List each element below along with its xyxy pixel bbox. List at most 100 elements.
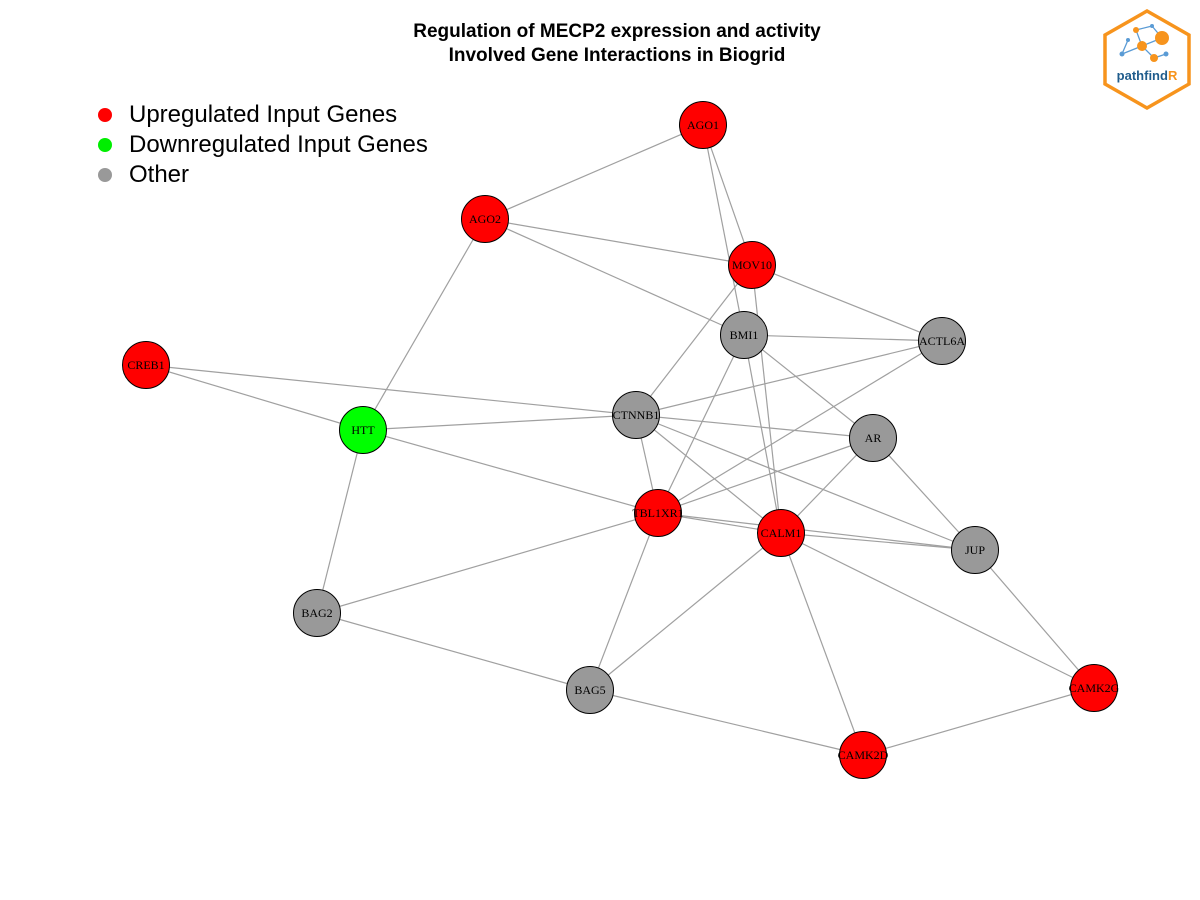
node-jup: JUP [951, 526, 999, 574]
node-label-ago2: AGO2 [469, 212, 501, 226]
node-label-ctnnb1: CTNNB1 [613, 408, 660, 422]
edge-ctnnb1-jup [635, 414, 976, 551]
legend-dot-other [98, 168, 112, 182]
edge-calm1-bag5 [589, 532, 782, 691]
node-ctnnb1: CTNNB1 [612, 391, 660, 439]
edge-actl6a-ctnnb1 [635, 340, 943, 416]
node-ago2: AGO2 [461, 195, 509, 243]
node-label-htt: HTT [351, 423, 375, 437]
node-mov10: MOV10 [728, 241, 776, 289]
node-circle-ctnnb1 [612, 391, 660, 439]
node-label-calm1: CALM1 [761, 526, 802, 540]
edge-calm1-camk2g [780, 532, 1095, 689]
edge-tbl1xr1-jup [657, 512, 976, 551]
legend-label-downregulated: Downregulated Input Genes [129, 131, 428, 158]
legend-item-downregulated: Downregulated Input Genes [96, 130, 428, 160]
node-camk2g: CAMK2G [1069, 664, 1120, 712]
node-bag5: BAG5 [566, 666, 614, 714]
edge-htt-ctnnb1 [362, 414, 637, 431]
edge-actl6a-tbl1xr1 [657, 340, 943, 514]
nodes-layer: AGO1 AGO2 MOV10 BMI1 ACTL6A CREB1 HTT CTNNB1 AR T… [122, 101, 1120, 779]
node-circle-calm1 [757, 509, 805, 557]
node-label-ago1: AGO1 [687, 118, 719, 132]
edge-bmi1-tbl1xr1 [657, 334, 745, 514]
edge-mov10-ctnnb1 [635, 264, 753, 416]
node-label-actl6a: ACTL6A [919, 334, 965, 348]
node-circle-htt [339, 406, 387, 454]
node-creb1: CREB1 [122, 341, 170, 389]
legend: Upregulated Input Genes Downregulated In… [96, 100, 428, 190]
edge-ago1-bmi1 [702, 124, 745, 336]
title-line-1: Regulation of MECP2 expression and activ… [413, 21, 821, 42]
edge-htt-tbl1xr1 [362, 429, 659, 514]
legend-dot-upregulated [98, 108, 112, 122]
node-camk2d: CAMK2D [838, 731, 889, 779]
edge-creb1-ctnnb1 [145, 364, 637, 416]
edge-bmi1-calm1 [743, 334, 782, 534]
edge-ar-jup [872, 437, 976, 551]
node-label-bag5: BAG5 [574, 683, 605, 697]
edge-bmi1-ar [743, 334, 874, 439]
node-circle-ago1 [679, 101, 727, 149]
node-bag2: BAG2 [293, 589, 341, 637]
node-label-mov10: MOV10 [732, 258, 772, 272]
legend-item-other: Other [96, 160, 428, 190]
edge-ar-tbl1xr1 [657, 437, 874, 514]
edge-mov10-calm1 [751, 264, 782, 534]
edge-ago1-ago2 [484, 124, 704, 220]
edge-jup-camk2g [974, 549, 1095, 689]
node-label-camk2g: CAMK2G [1069, 681, 1120, 695]
logo-text-accent: R [1168, 68, 1178, 83]
edge-ago2-bmi1 [484, 218, 745, 336]
edge-calm1-camk2d [780, 532, 864, 756]
legend-label-other: Other [129, 161, 190, 188]
edge-bag5-camk2d [589, 689, 864, 756]
node-label-ar: AR [865, 431, 882, 445]
edge-ctnnb1-ar [635, 414, 874, 439]
chart-title: Regulation of MECP2 expression and activ… [0, 20, 1200, 68]
network-hexagon-icon: pathfindR [1103, 8, 1191, 111]
title-line-2: Involved Gene Interactions in Biogrid [448, 45, 786, 66]
edge-tbl1xr1-bag2 [316, 512, 659, 614]
edge-tbl1xr1-bag5 [589, 512, 659, 691]
edge-mov10-actl6a [751, 264, 943, 342]
node-tbl1xr1: TBL1XR1 [632, 489, 684, 537]
node-label-creb1: CREB1 [127, 358, 164, 372]
node-circle-bag5 [566, 666, 614, 714]
node-calm1: CALM1 [757, 509, 805, 557]
edge-ctnnb1-calm1 [635, 414, 782, 534]
legend-dot-downregulated [98, 138, 112, 152]
pathfindr-logo: pathfindR [1100, 8, 1194, 112]
node-actl6a: ACTL6A [918, 317, 966, 365]
edge-bag2-bag5 [316, 612, 591, 691]
edge-htt-bag2 [316, 429, 364, 614]
node-circle-bag2 [293, 589, 341, 637]
node-circle-tbl1xr1 [634, 489, 682, 537]
edge-camk2g-camk2d [862, 687, 1095, 756]
node-label-bag2: BAG2 [301, 606, 332, 620]
node-ago1: AGO1 [679, 101, 727, 149]
legend-item-upregulated: Upregulated Input Genes [96, 100, 428, 130]
edge-ago2-htt [362, 218, 486, 431]
node-circle-creb1 [122, 341, 170, 389]
node-label-tbl1xr1: TBL1XR1 [632, 506, 683, 520]
edge-bmi1-actl6a [743, 334, 943, 342]
node-label-camk2d: CAMK2D [838, 748, 889, 762]
node-label-jup: JUP [965, 543, 985, 557]
node-htt: HTT [339, 406, 387, 454]
node-circle-mov10 [728, 241, 776, 289]
node-circle-ar [849, 414, 897, 462]
svg-text:pathfindR: pathfindR [1117, 68, 1178, 83]
node-circle-camk2g [1070, 664, 1118, 712]
node-bmi1: BMI1 [720, 311, 768, 359]
node-label-bmi1: BMI1 [730, 328, 759, 342]
node-circle-jup [951, 526, 999, 574]
node-circle-bmi1 [720, 311, 768, 359]
edges-layer [145, 124, 1095, 756]
node-ar: AR [849, 414, 897, 462]
node-circle-camk2d [839, 731, 887, 779]
legend-label-upregulated: Upregulated Input Genes [129, 101, 398, 128]
edge-creb1-htt [145, 364, 364, 431]
logo-text: pathfind [1117, 68, 1168, 83]
